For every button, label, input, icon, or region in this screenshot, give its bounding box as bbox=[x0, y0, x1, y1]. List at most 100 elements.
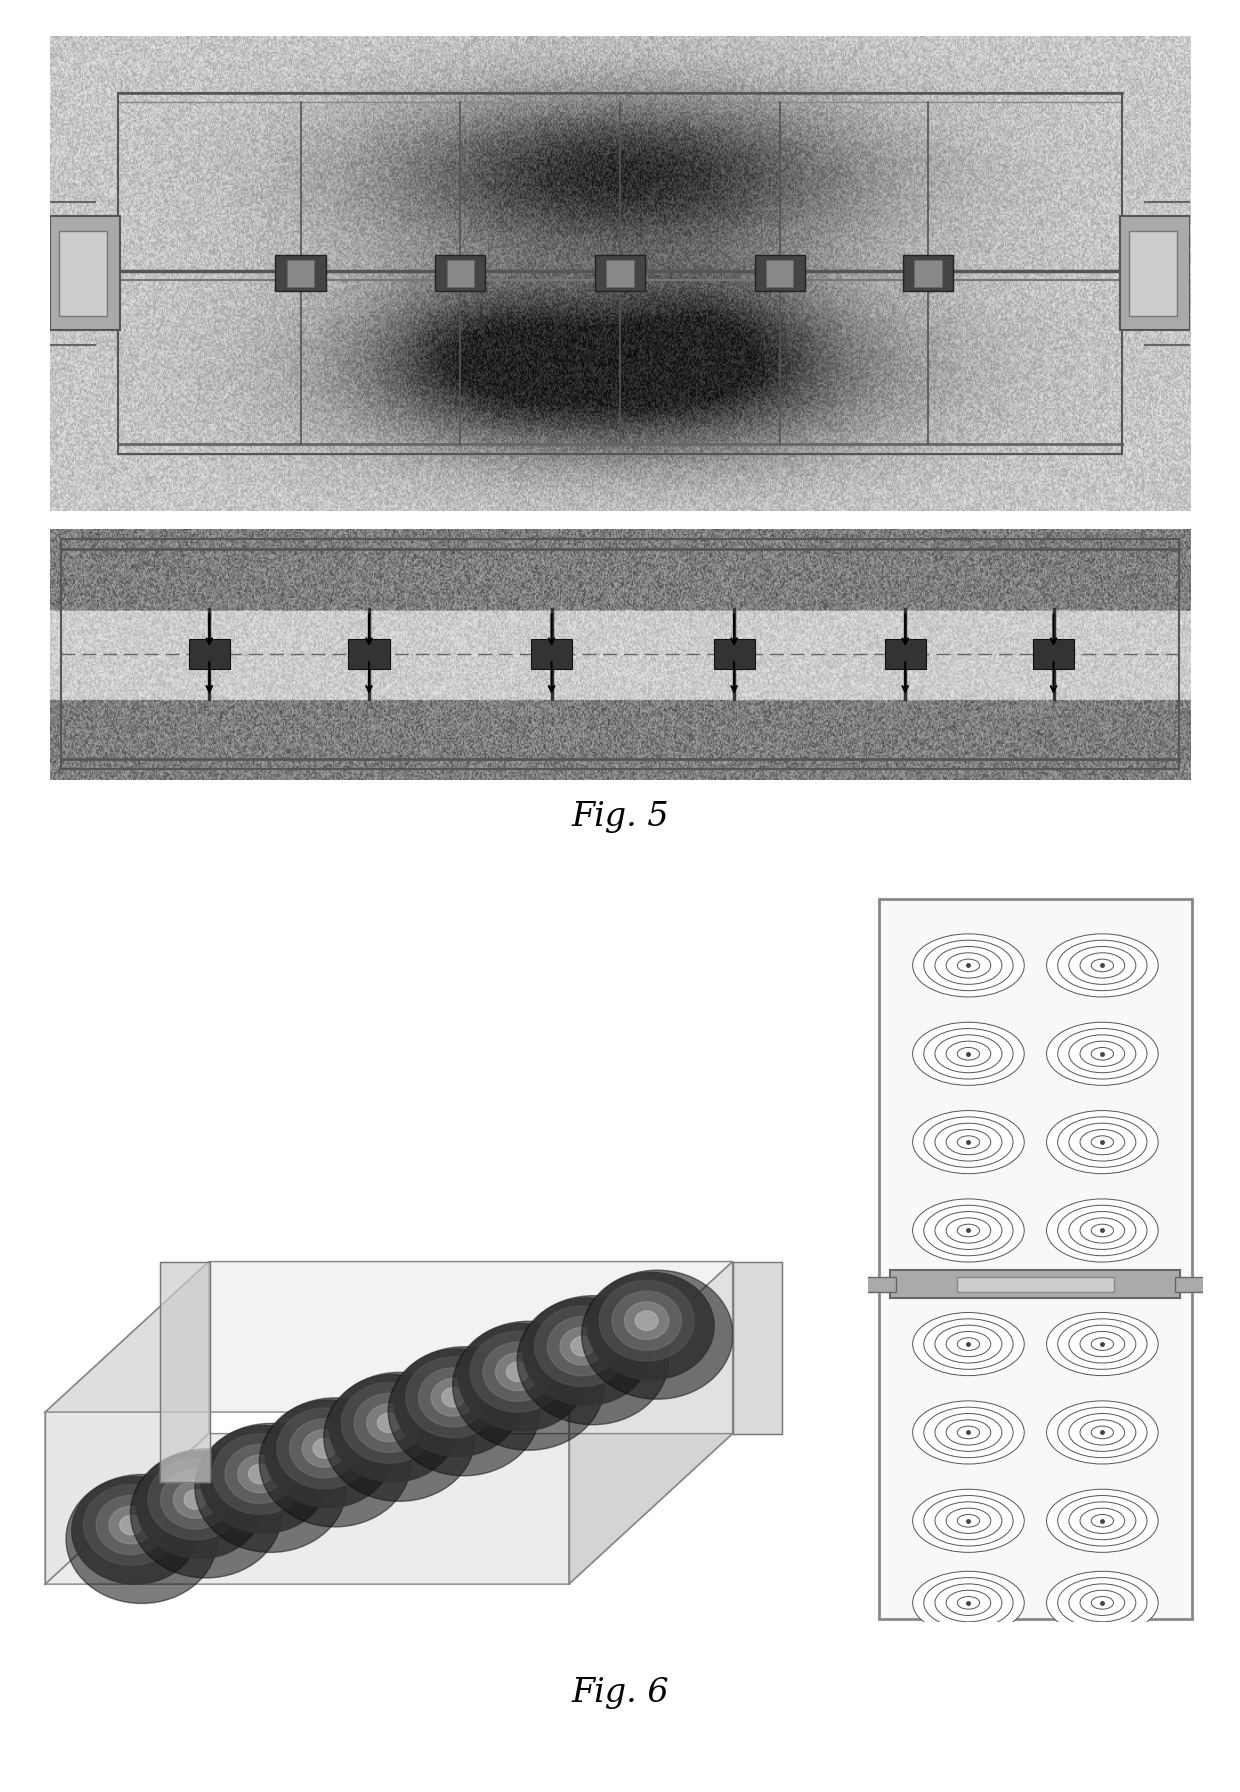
Ellipse shape bbox=[560, 1328, 604, 1366]
Ellipse shape bbox=[72, 1477, 198, 1584]
Bar bbox=[188, 640, 229, 668]
Ellipse shape bbox=[341, 1383, 436, 1462]
Ellipse shape bbox=[582, 1271, 733, 1400]
Ellipse shape bbox=[506, 1362, 529, 1382]
Ellipse shape bbox=[66, 1475, 217, 1604]
Bar bbox=[531, 640, 572, 668]
Ellipse shape bbox=[330, 1374, 456, 1482]
Ellipse shape bbox=[277, 1409, 372, 1489]
Ellipse shape bbox=[119, 1516, 143, 1534]
Ellipse shape bbox=[303, 1430, 347, 1468]
Polygon shape bbox=[45, 1262, 733, 1412]
Bar bbox=[1120, 217, 1190, 330]
Bar bbox=[914, 260, 941, 287]
Ellipse shape bbox=[441, 1387, 465, 1407]
Bar bbox=[275, 254, 326, 292]
Circle shape bbox=[1047, 1312, 1158, 1376]
Bar bbox=[435, 254, 485, 292]
Polygon shape bbox=[45, 1434, 733, 1584]
Ellipse shape bbox=[289, 1419, 360, 1478]
Ellipse shape bbox=[534, 1306, 630, 1387]
Ellipse shape bbox=[248, 1464, 272, 1484]
Ellipse shape bbox=[588, 1272, 714, 1380]
Ellipse shape bbox=[547, 1317, 618, 1376]
Ellipse shape bbox=[130, 1450, 281, 1579]
Circle shape bbox=[1047, 1199, 1158, 1262]
Ellipse shape bbox=[432, 1378, 475, 1416]
Ellipse shape bbox=[394, 1349, 521, 1457]
Ellipse shape bbox=[570, 1337, 594, 1357]
Text: Fig. 6: Fig. 6 bbox=[572, 1677, 668, 1710]
Circle shape bbox=[913, 1401, 1024, 1464]
Ellipse shape bbox=[388, 1348, 539, 1477]
Bar bbox=[118, 93, 1122, 453]
Bar bbox=[1174, 1276, 1208, 1292]
Ellipse shape bbox=[453, 1321, 604, 1450]
Circle shape bbox=[913, 934, 1024, 996]
Ellipse shape bbox=[265, 1400, 392, 1507]
Ellipse shape bbox=[97, 1495, 166, 1554]
Ellipse shape bbox=[174, 1480, 218, 1518]
Ellipse shape bbox=[496, 1353, 539, 1391]
Ellipse shape bbox=[238, 1455, 283, 1493]
Bar bbox=[957, 1276, 1114, 1292]
Ellipse shape bbox=[148, 1459, 243, 1539]
Ellipse shape bbox=[83, 1484, 179, 1566]
Ellipse shape bbox=[353, 1394, 424, 1452]
Ellipse shape bbox=[259, 1398, 410, 1527]
Bar bbox=[348, 640, 389, 668]
Ellipse shape bbox=[377, 1414, 401, 1432]
Polygon shape bbox=[733, 1262, 781, 1434]
Circle shape bbox=[913, 1312, 1024, 1376]
Ellipse shape bbox=[418, 1367, 489, 1426]
Circle shape bbox=[1047, 1572, 1158, 1634]
Bar bbox=[755, 254, 805, 292]
Ellipse shape bbox=[195, 1423, 346, 1552]
Circle shape bbox=[913, 1021, 1024, 1086]
Bar bbox=[890, 1271, 1180, 1297]
Ellipse shape bbox=[201, 1426, 327, 1532]
Circle shape bbox=[1047, 1401, 1158, 1464]
Bar bbox=[903, 254, 954, 292]
Ellipse shape bbox=[625, 1301, 668, 1340]
Bar bbox=[595, 254, 645, 292]
Ellipse shape bbox=[635, 1312, 658, 1330]
Polygon shape bbox=[160, 1262, 211, 1482]
Ellipse shape bbox=[312, 1439, 336, 1459]
Text: Fig. 5: Fig. 5 bbox=[572, 801, 668, 833]
Bar bbox=[58, 231, 107, 315]
Bar bbox=[884, 640, 926, 668]
Ellipse shape bbox=[136, 1452, 263, 1559]
Bar bbox=[713, 640, 755, 668]
Ellipse shape bbox=[212, 1434, 308, 1514]
Ellipse shape bbox=[523, 1297, 650, 1405]
Ellipse shape bbox=[599, 1279, 694, 1362]
Ellipse shape bbox=[459, 1322, 585, 1430]
Bar bbox=[606, 260, 634, 287]
Ellipse shape bbox=[109, 1505, 154, 1545]
Polygon shape bbox=[569, 1262, 733, 1584]
Circle shape bbox=[1047, 1021, 1158, 1086]
Bar bbox=[1128, 231, 1177, 315]
Circle shape bbox=[1047, 1489, 1158, 1552]
Polygon shape bbox=[45, 1262, 208, 1584]
Circle shape bbox=[913, 1572, 1024, 1634]
Bar bbox=[766, 260, 794, 287]
Ellipse shape bbox=[367, 1405, 412, 1441]
Bar bbox=[863, 1276, 895, 1292]
Ellipse shape bbox=[405, 1357, 501, 1437]
Ellipse shape bbox=[611, 1290, 682, 1351]
Bar bbox=[50, 217, 120, 330]
Ellipse shape bbox=[470, 1331, 565, 1412]
Ellipse shape bbox=[226, 1444, 295, 1503]
Circle shape bbox=[913, 1199, 1024, 1262]
Bar bbox=[286, 260, 314, 287]
Ellipse shape bbox=[482, 1342, 553, 1401]
Circle shape bbox=[913, 1111, 1024, 1174]
Bar bbox=[1033, 640, 1074, 668]
Ellipse shape bbox=[324, 1373, 475, 1502]
Circle shape bbox=[1047, 934, 1158, 996]
Bar bbox=[446, 260, 474, 287]
Ellipse shape bbox=[517, 1296, 668, 1425]
Ellipse shape bbox=[161, 1469, 231, 1529]
